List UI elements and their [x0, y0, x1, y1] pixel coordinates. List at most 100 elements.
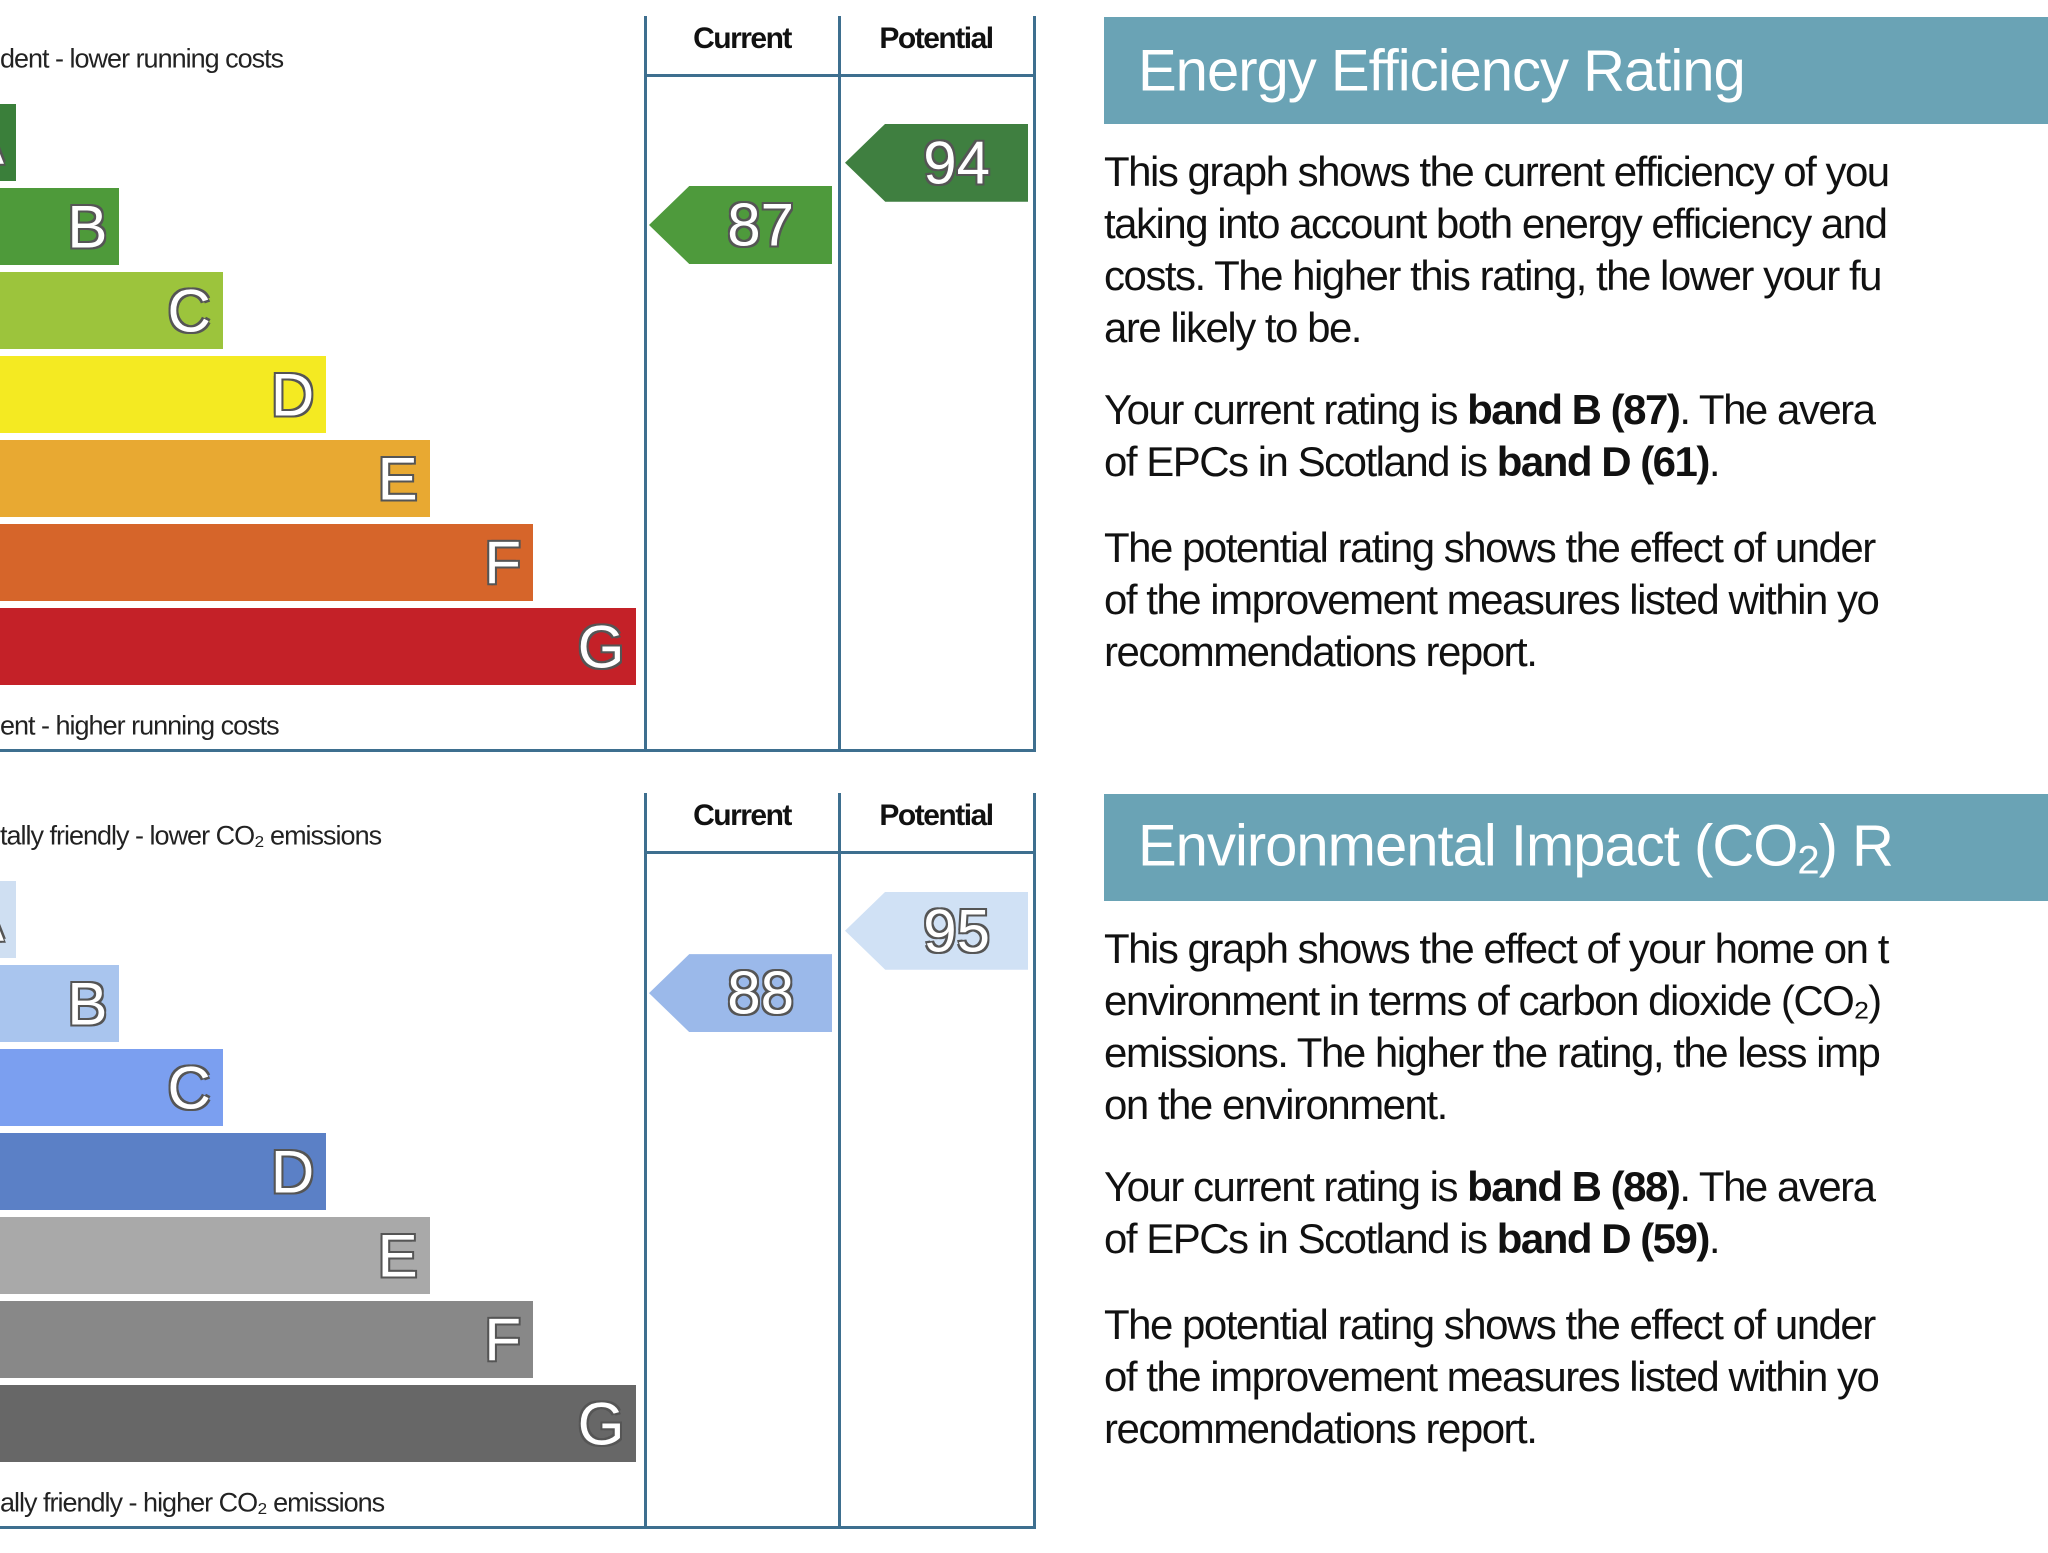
text-line: Your current rating is band B (88). The … — [1104, 1161, 1876, 1213]
text-line: recommendations report. — [1104, 1405, 1538, 1452]
column-divider — [1033, 16, 1036, 752]
text: Your current rating is — [1104, 1163, 1468, 1210]
scale-bottom-label: ent - higher running costs — [0, 710, 280, 741]
band-bar-d: D — [0, 356, 327, 433]
column-divider — [644, 16, 647, 752]
band-letter: F — [484, 1306, 521, 1373]
description-paragraph: This graph shows the current efficiency … — [1104, 146, 1890, 354]
text: . The avera — [1679, 386, 1876, 433]
band-letter: C — [167, 277, 211, 344]
column-header-current: Current — [693, 22, 792, 55]
band-bar-b: B — [0, 965, 120, 1042]
column-divider — [838, 16, 841, 752]
band-bar-c: C — [0, 1049, 223, 1126]
band-letter: A — [0, 108, 4, 177]
column-header-potential: Potential — [879, 22, 994, 55]
text-line: This graph shows the current efficiency … — [1104, 148, 1890, 195]
band-value: band B (88) — [1467, 1163, 1681, 1210]
band-value: band B (87) — [1467, 386, 1681, 433]
text-line: emissions. The higher the rating, the le… — [1104, 1029, 1881, 1076]
band-bar-c: C — [0, 272, 223, 349]
text: . The avera — [1679, 1163, 1876, 1210]
band-bar-b: B — [0, 188, 120, 265]
text-line: of EPCs in Scotland is band D (61). — [1104, 436, 1875, 488]
rating-value: 94 — [923, 129, 990, 197]
band-bar-e: E — [0, 440, 430, 517]
band-letter: G — [577, 1390, 625, 1457]
column-divider — [838, 793, 841, 1529]
text-line: of EPCs in Scotland is band D (59). — [1104, 1213, 1875, 1265]
band-bar-f: F — [0, 524, 533, 601]
section-heading: Environmental Impact (CO2) R — [1138, 812, 1894, 883]
band-letter: F — [484, 529, 521, 596]
column-divider — [1033, 793, 1036, 1529]
band-letter: D — [270, 361, 315, 428]
current-rating-arrow: 88 — [649, 954, 832, 1033]
text: of EPCs in Scotland is — [1104, 1215, 1497, 1262]
scale-bottom-label: ally friendly - higher CO₂ emissions — [0, 1487, 385, 1518]
current-rating-paragraph: Your current rating is band B (87). The … — [1104, 384, 1876, 488]
text-line: The potential rating shows the effect of… — [1104, 524, 1876, 571]
band-letter: C — [167, 1054, 211, 1121]
current-rating-paragraph: Your current rating is band B (88). The … — [1104, 1161, 1876, 1265]
text-line: Your current rating is band B (87). The … — [1104, 384, 1876, 436]
text: of EPCs in Scotland is — [1104, 438, 1497, 485]
band-letter: B — [67, 970, 108, 1037]
band-value: band D (59) — [1496, 1215, 1711, 1262]
section-heading-bar: Environmental Impact (CO2) R — [1104, 794, 2048, 901]
band-bar-g: G — [0, 1385, 637, 1462]
rating-value: 87 — [727, 191, 794, 259]
band-bar-d: D — [0, 1133, 327, 1210]
header-divider — [644, 74, 1036, 77]
rating-value: 88 — [727, 959, 794, 1027]
column-header-current: Current — [693, 799, 792, 832]
text-line: taking into account both energy efficien… — [1104, 200, 1888, 247]
scale-top-label: dent - lower running costs — [0, 43, 284, 74]
column-divider — [644, 793, 647, 1529]
section-heading-bar: Energy Efficiency Rating — [1104, 17, 2048, 124]
band-letter: E — [377, 1222, 418, 1289]
text: . — [1708, 1215, 1721, 1262]
band-letter: E — [377, 445, 418, 512]
text-line: are likely to be. — [1104, 304, 1362, 351]
text-line: costs. The higher this rating, the lower… — [1104, 252, 1882, 299]
potential-rating-arrow: 94 — [845, 123, 1028, 202]
potential-rating-paragraph: The potential rating shows the effect of… — [1104, 522, 1880, 678]
band-bar-e: E — [0, 1217, 430, 1294]
text-line: environment in terms of carbon dioxide (… — [1104, 977, 1882, 1024]
environmental-impact-panel: tally friendly - lower CO₂ emissions ally… — [0, 793, 2048, 1553]
band-bar-f: F — [0, 1301, 533, 1378]
heading-tail: ) R — [1818, 813, 1894, 878]
band-letter: B — [67, 193, 108, 260]
current-rating-arrow: 87 — [649, 186, 832, 264]
text-line: of the improvement measures listed withi… — [1104, 1353, 1880, 1400]
heading-text: Energy Efficiency Rating — [1138, 38, 1746, 103]
column-header-potential: Potential — [879, 799, 994, 832]
potential-rating-paragraph: The potential rating shows the effect of… — [1104, 1299, 1880, 1455]
scale-top-label: tally friendly - lower CO₂ emissions — [0, 820, 382, 851]
potential-rating-arrow: 95 — [845, 891, 1028, 970]
text-line: This graph shows the effect of your home… — [1104, 925, 1889, 972]
energy-efficiency-panel: dent - lower running costs ent - higher r… — [0, 16, 2048, 776]
band-value: band D (61) — [1496, 438, 1711, 485]
text-line: recommendations report. — [1104, 628, 1538, 675]
header-divider — [644, 851, 1036, 854]
description-paragraph: This graph shows the effect of your home… — [1104, 923, 1889, 1131]
band-bar-g: G — [0, 608, 637, 685]
band-letter: G — [577, 613, 625, 680]
band-bar-a: A — [0, 881, 16, 958]
chart-bottom-border — [0, 1526, 1036, 1529]
text-line: on the environment. — [1104, 1081, 1448, 1128]
text: Your current rating is — [1104, 386, 1468, 433]
band-bar-a: A — [0, 104, 16, 181]
text: . — [1708, 438, 1721, 485]
text-line: of the improvement measures listed withi… — [1104, 576, 1880, 623]
text-line: The potential rating shows the effect of… — [1104, 1301, 1876, 1348]
section-heading: Energy Efficiency Rating — [1138, 37, 1746, 104]
rating-value: 95 — [923, 897, 990, 965]
band-letter: A — [0, 885, 4, 954]
band-letter: D — [270, 1138, 315, 1205]
heading-text: Environmental Impact (CO — [1138, 813, 1798, 878]
chart-bottom-border — [0, 749, 1036, 752]
heading-subscript: 2 — [1797, 838, 1819, 882]
